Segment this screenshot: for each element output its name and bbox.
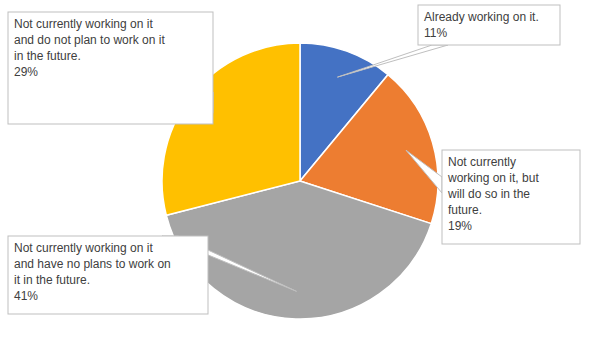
svg-text:Already working on it.11%: Already working on it.11% <box>424 10 539 40</box>
svg-text:Not currently working on itand: Not currently working on itand do not pl… <box>14 17 165 79</box>
svg-text:Not currently working on itand: Not currently working on itand have no p… <box>14 241 171 303</box>
svg-text:Not currentlyworking on it, bu: Not currentlyworking on it, butwill do s… <box>447 155 539 233</box>
